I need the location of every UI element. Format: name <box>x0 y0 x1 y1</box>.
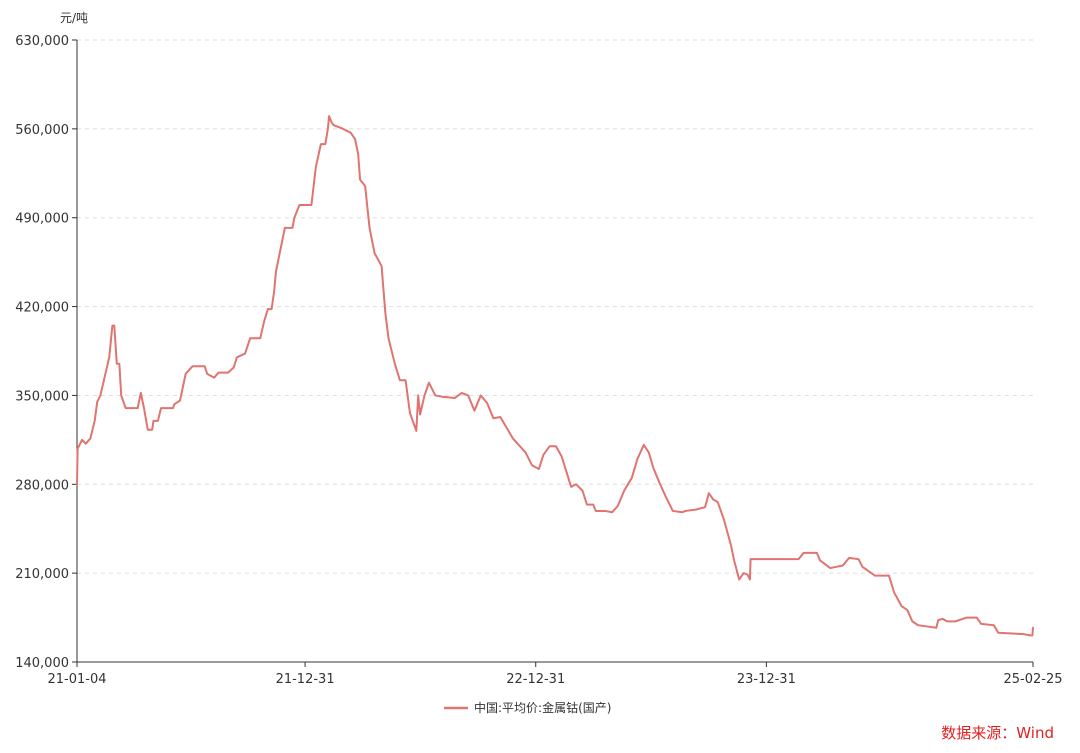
legend-label: 中国:平均价:金属钴(国产) <box>474 700 611 715</box>
x-tick-label: 25-02-25 <box>1003 672 1062 687</box>
x-axis: 21-01-04 21-12-31 22-12-31 23-12-31 25-02-25 <box>47 661 1063 687</box>
x-tick-label: 21-12-31 <box>276 672 335 687</box>
y-tick-label: 140,000 <box>15 656 69 671</box>
y-tick-label: 420,000 <box>15 301 69 316</box>
y-axis-unit-label: 元/吨 <box>60 11 88 25</box>
y-tick-label: 350,000 <box>15 389 69 404</box>
y-axis: 140,000 210,000 280,000 350,000 420,000 490,0… <box>15 34 78 671</box>
legend: 中国:平均价:金属钴(国产) <box>444 700 611 715</box>
data-source-label: 数据来源：Wind <box>941 724 1054 742</box>
y-tick-label: 490,000 <box>15 212 69 227</box>
y-tick-label: 630,000 <box>15 34 69 49</box>
series-group <box>76 115 1034 637</box>
series-line <box>76 115 1034 637</box>
y-tick-label: 210,000 <box>15 567 69 582</box>
gridlines <box>77 39 1033 574</box>
x-tick-label: 21-01-04 <box>47 672 106 687</box>
x-tick-label: 22-12-31 <box>506 672 565 687</box>
y-tick-label: 560,000 <box>15 123 69 138</box>
x-tick-label: 23-12-31 <box>737 672 796 687</box>
y-tick-label: 280,000 <box>15 478 69 493</box>
